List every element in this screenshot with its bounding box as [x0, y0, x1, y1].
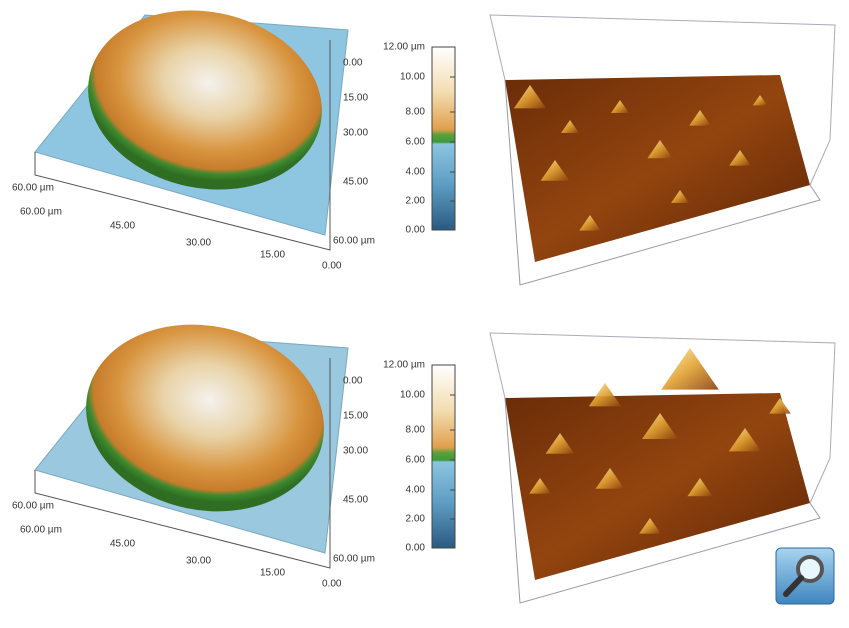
axis-label: 60.00 µm [333, 554, 375, 565]
axis-label: 15.00 [343, 93, 368, 104]
axis-label: 60.00 µm [20, 525, 62, 536]
panel: 60.00 µm 60.00 µm 45.00 30.00 15.00 0.00 0.00 1… [12, 303, 835, 603]
axis-label: 30.00 [343, 446, 368, 457]
colorbar-label: 0.00 [406, 225, 426, 236]
colorbar-label: 2.00 [406, 196, 426, 207]
axis-label: 0.00 [322, 261, 342, 272]
axis-label: 15.00 [260, 568, 285, 579]
axis-label: 30.00 [186, 556, 211, 567]
colorbar [432, 47, 455, 230]
colorbar-label: 4.00 [406, 485, 426, 496]
colorbar [432, 365, 455, 548]
colorbar-label: 10.00 [400, 72, 425, 83]
colorbar-label: 12.00 µm [383, 360, 425, 371]
axis-label: 45.00 [110, 539, 135, 550]
axis-label: 60.00 µm [12, 183, 54, 194]
figure: 60.00 µm 60.00 µm 45.00 30.00 15.00 0.00 0.00 1… [0, 0, 849, 628]
axis-label: 45.00 [343, 177, 368, 188]
axis-label: 0.00 [343, 376, 363, 387]
axis-label: 30.00 [186, 238, 211, 249]
axis-label: 15.00 [343, 411, 368, 422]
axis-label: 0.00 [322, 579, 342, 590]
panel: 60.00 µm 60.00 µm 45.00 30.00 15.00 0.00 0.00 1… [12, 0, 835, 285]
colorbar-label: 4.00 [406, 167, 426, 178]
axis-label: 60.00 µm [333, 236, 375, 247]
axis-label: 45.00 [343, 495, 368, 506]
colorbar-label: 12.00 µm [383, 42, 425, 53]
magnifier-button[interactable] [776, 548, 834, 604]
colorbar-label: 0.00 [406, 543, 426, 554]
colorbar-label: 2.00 [406, 514, 426, 525]
colorbar-label: 6.00 [406, 137, 426, 148]
afm-peak [661, 348, 719, 390]
axis-label: 15.00 [260, 250, 285, 261]
colorbar-label: 10.00 [400, 390, 425, 401]
axis-label: 0.00 [343, 58, 363, 69]
axis-label: 45.00 [110, 221, 135, 232]
axis-label: 60.00 µm [20, 207, 62, 218]
page: 60.00 µm 60.00 µm 45.00 30.00 15.00 0.00 0.00 1… [0, 0, 849, 628]
colorbar-label: 8.00 [406, 107, 426, 118]
afm-peak [589, 383, 621, 406]
colorbar-label: 8.00 [406, 425, 426, 436]
axis-label: 30.00 [343, 128, 368, 139]
colorbar-label: 6.00 [406, 455, 426, 466]
axis-label: 60.00 µm [12, 501, 54, 512]
